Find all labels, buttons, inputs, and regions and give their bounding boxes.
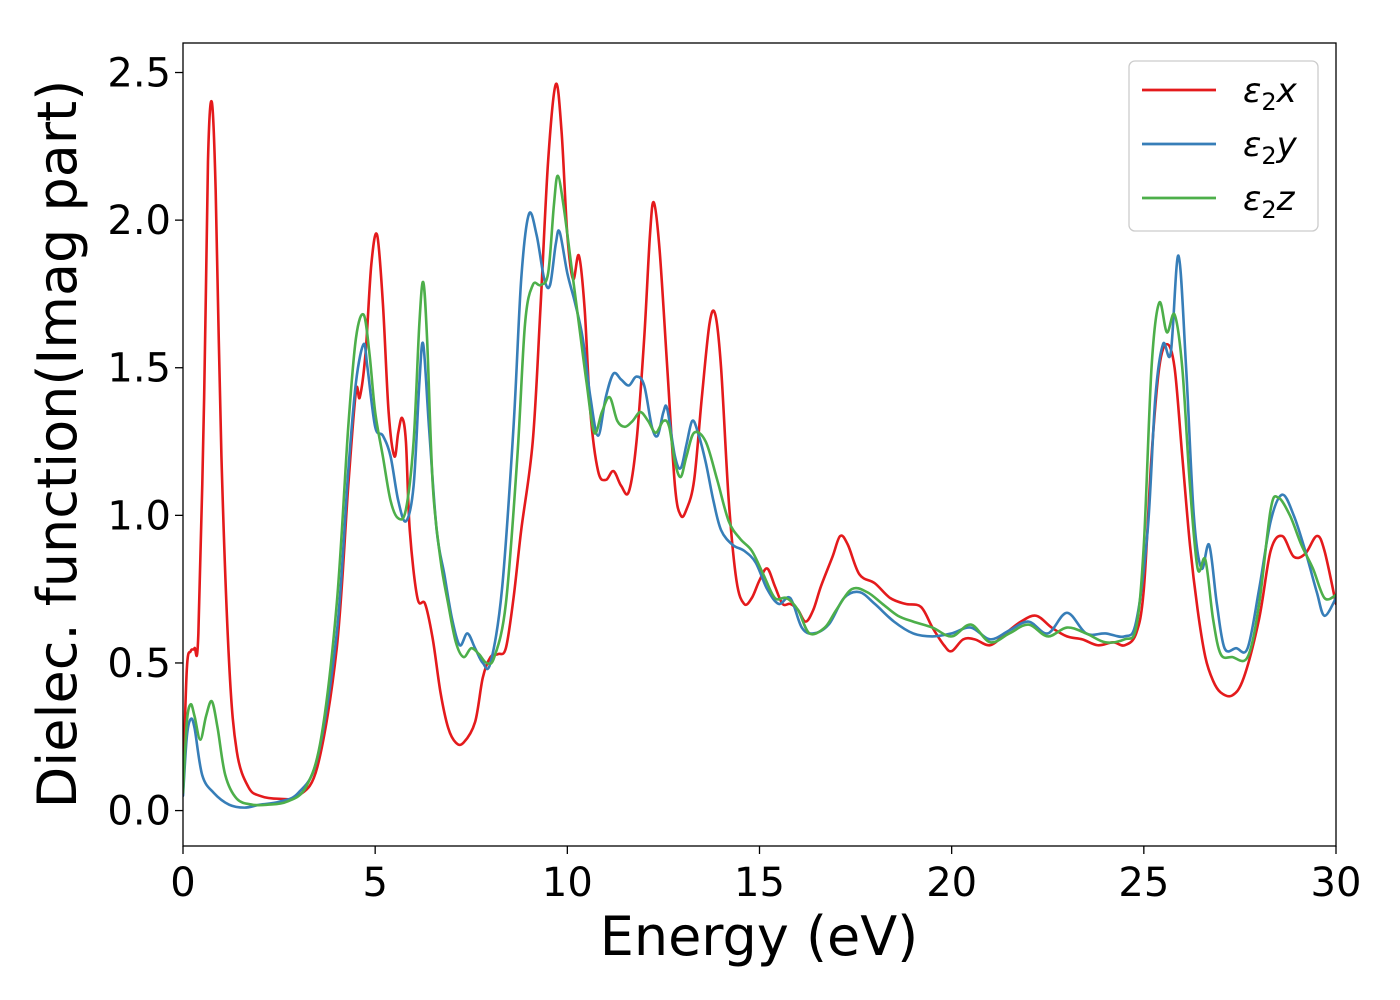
legend: ε2x ε2y ε2z: [1128, 60, 1319, 232]
x-tick-label: 15: [734, 860, 785, 906]
y-tick-label: 2.5: [107, 51, 171, 97]
x-tick-label: 0: [170, 860, 195, 906]
series-line-z: [183, 174, 1336, 807]
y-tick-label: 0.5: [107, 641, 171, 687]
x-tick-label: 25: [1118, 860, 1169, 906]
y-tick-label: 1.0: [107, 493, 171, 539]
y-tick-label: 1.5: [107, 346, 171, 392]
y-axis-label: Dielec. function(Imag part): [26, 80, 89, 809]
x-tick-label: 5: [362, 860, 387, 906]
legend-label-y: ε2y: [1243, 125, 1298, 170]
legend-box: [1128, 60, 1319, 232]
y-axis-ticks: 0.0 0.5 1.0 1.5 2.0 2.5: [107, 51, 183, 835]
x-axis-label: Energy (eV): [600, 905, 919, 968]
legend-label-z: ε2z: [1243, 179, 1296, 224]
y-tick-label: 2.0: [107, 198, 171, 244]
legend-label-x: ε2x: [1243, 71, 1298, 116]
x-tick-label: 10: [542, 860, 593, 906]
x-axis-ticks: 0 5 10 15 20 25 30: [170, 846, 1361, 906]
series-lines: [183, 82, 1336, 809]
y-tick-label: 0.0: [107, 789, 171, 835]
x-tick-label: 30: [1311, 860, 1362, 906]
x-tick-label: 20: [926, 860, 977, 906]
